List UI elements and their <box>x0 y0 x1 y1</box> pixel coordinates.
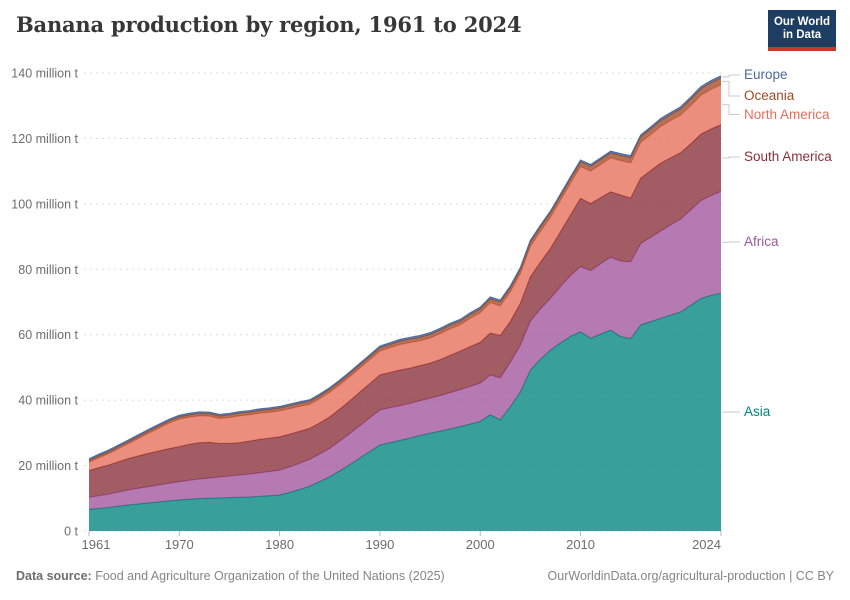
legend-line-south-america <box>722 156 740 159</box>
legend-label-oceania[interactable]: Oceania <box>744 88 795 103</box>
data-source-note: Data source: Food and Agriculture Organi… <box>16 569 445 583</box>
owid-logo: Our World in Data <box>768 10 836 51</box>
area-asia[interactable] <box>89 293 721 531</box>
area-south-america[interactable] <box>89 124 721 498</box>
page-title: Banana production by region, 1961 to 202… <box>16 12 522 37</box>
owid-logo-box: Our World in Data <box>768 10 836 47</box>
y-axis-label: 120 million t <box>11 132 78 146</box>
legend-line-oceania <box>722 80 740 97</box>
y-axis-label: 60 million t <box>18 328 78 342</box>
x-axis-label: 1961 <box>82 537 111 552</box>
x-axis-label: 2024 <box>692 537 721 552</box>
data-source-label: Data source: <box>16 569 92 583</box>
legend-label-north-america[interactable]: North America <box>744 106 830 122</box>
credit-note: OurWorldinData.org/agricultural-producti… <box>547 569 834 583</box>
legend-label-africa[interactable]: Africa <box>744 234 779 249</box>
legend-label-south-america[interactable]: South America <box>744 149 832 164</box>
y-axis-label: 0 t <box>64 525 78 539</box>
data-source-text: Food and Agriculture Organization of the… <box>91 569 445 583</box>
legend-label-europe[interactable]: Europe <box>744 67 788 82</box>
y-axis-label: 20 million t <box>18 459 78 473</box>
area-outline-europe <box>88 75 722 460</box>
owid-logo-line1: Our World <box>773 16 830 28</box>
owid-logo-line2: in Data <box>782 29 822 41</box>
y-axis-label: 100 million t <box>11 197 78 211</box>
y-axis-label: 40 million t <box>18 394 78 408</box>
legend-line-north-america <box>722 104 740 115</box>
owid-logo-red-bar <box>768 47 836 51</box>
y-axis-label: 140 million t <box>11 67 78 81</box>
x-axis-label: 1970 <box>165 537 194 552</box>
chart-footer: Data source: Food and Agriculture Organi… <box>16 569 834 583</box>
x-axis-label: 1980 <box>265 537 294 552</box>
legend-line-europe <box>722 74 740 78</box>
y-axis-label: 80 million t <box>18 263 78 277</box>
x-axis-label: 2000 <box>466 537 495 552</box>
x-axis-label: 1990 <box>365 537 394 552</box>
legend-label-asia[interactable]: Asia <box>744 404 771 419</box>
x-axis-label: 2010 <box>566 537 595 552</box>
